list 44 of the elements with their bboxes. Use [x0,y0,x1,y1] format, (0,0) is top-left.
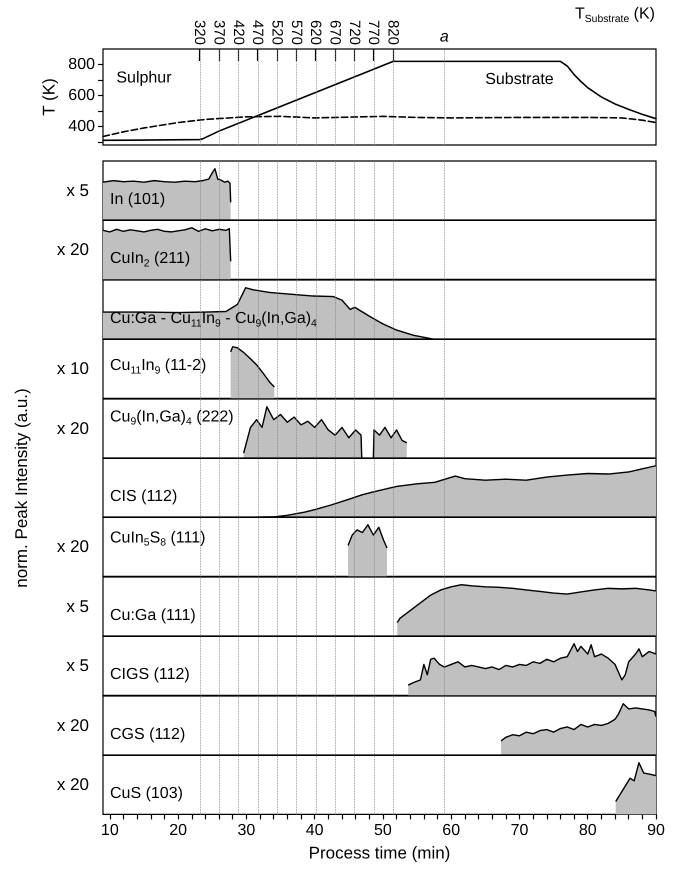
x-tick-label: 70 [510,822,528,839]
text: CIGS (112) [110,666,190,684]
x2-tick-label: 570 [288,20,305,45]
y-axis-title: x 5 [66,596,89,616]
x2-tick-label: 520 [268,20,286,45]
y-axis-title: x 10 [56,359,89,378]
x2-tick-label: 420 [230,20,247,45]
y-axis-title: x 20 [56,418,89,438]
x-axis-title: Process time (min) [308,843,450,862]
x2-tick-label: 370 [210,20,228,45]
y-tick-label: 600 [68,86,96,104]
series-label: Substrate [485,70,554,88]
text: Cu:Ga (111) [110,606,196,624]
x-tick-label: 30 [237,822,256,839]
series-label: In (101) [110,191,166,208]
x2-tick-label: 470 [249,20,266,45]
x-tick-label: 90 [647,822,665,839]
x-tick-label: 10 [100,822,119,839]
x-tick-label: 80 [578,822,597,839]
y-axis-title: x 20 [56,716,89,735]
x2-tick-label: 620 [307,20,324,45]
ref-line-label: a [440,28,449,46]
x-tick-label: 20 [169,822,188,839]
y-axis-title: T (K) [39,78,58,116]
y-axis-title: x 20 [56,240,89,260]
x-tick-label: 50 [374,822,392,839]
y-axis-title: x 5 [66,181,89,200]
series-label: CIS (112) [110,488,178,506]
text: CuS (103) [110,785,183,802]
x2-tick-label: 770 [365,20,382,45]
x-tick-label: 40 [306,822,324,839]
text: norm. Peak Intensity (a.u.) [12,388,32,588]
x2-tick-label: 670 [326,20,344,45]
x2-tick-label: 720 [346,20,363,45]
x2-tick-label: 320 [191,20,208,45]
text: CGS (112) [110,726,186,743]
x-tick-label: 60 [442,822,460,839]
y-axis-title: x 20 [56,775,89,794]
y-tick-label: 800 [68,56,96,73]
y-axis-title: x 5 [66,656,89,676]
y-tick-label: 400 [68,118,96,135]
text: Sulphur [116,69,172,86]
y-axis-title: x 20 [56,538,89,557]
x2-tick-label: 820 [384,20,402,45]
